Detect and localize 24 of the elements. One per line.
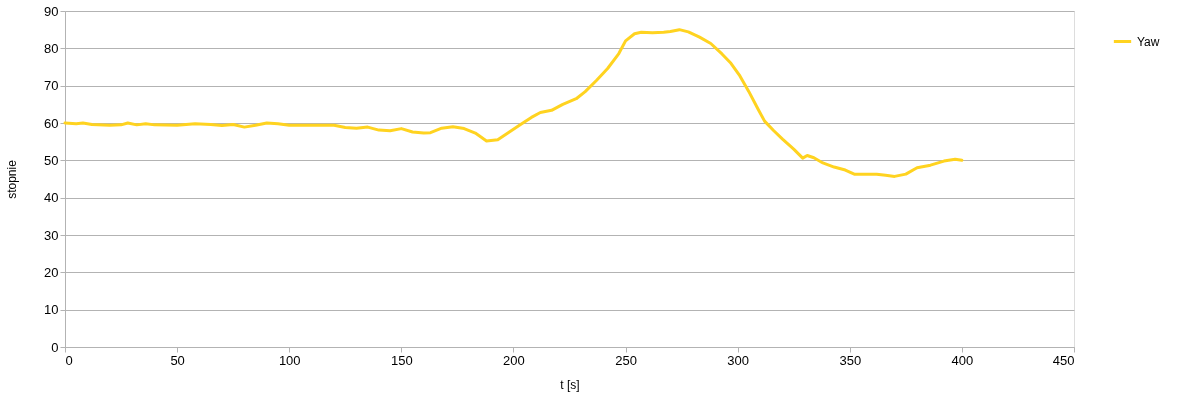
x-tick-label: 450 xyxy=(1052,352,1075,368)
y-tick-label: 80 xyxy=(44,40,59,56)
x-tick-label: 150 xyxy=(390,352,413,368)
y-tick-label: 70 xyxy=(44,78,59,94)
x-tick-label: 250 xyxy=(615,352,637,368)
x-tick-label: 100 xyxy=(278,352,301,368)
x-tick-label: 0 xyxy=(65,352,73,368)
y-tick-label: 40 xyxy=(44,190,59,206)
x-axis-title: t [s] xyxy=(560,377,580,392)
y-tick-label: 10 xyxy=(44,302,59,318)
x-tick-label: 300 xyxy=(727,352,750,368)
y-axis-title: stopnie xyxy=(5,159,20,199)
y-tick-label: 0 xyxy=(51,339,59,355)
y-tick-label: 90 xyxy=(44,3,59,19)
line-series xyxy=(63,28,964,178)
legend-label: Yaw xyxy=(1137,34,1160,49)
y-tick-label: 20 xyxy=(44,264,59,280)
x-tick-label: 350 xyxy=(839,352,862,368)
y-tick-label: 50 xyxy=(44,152,59,168)
x-tick-label: 200 xyxy=(503,352,525,368)
x-tick-label: 400 xyxy=(951,352,974,368)
y-tick-label: 60 xyxy=(44,115,59,131)
y-tick-label: 30 xyxy=(44,227,59,243)
x-tick-label: 50 xyxy=(170,352,185,368)
